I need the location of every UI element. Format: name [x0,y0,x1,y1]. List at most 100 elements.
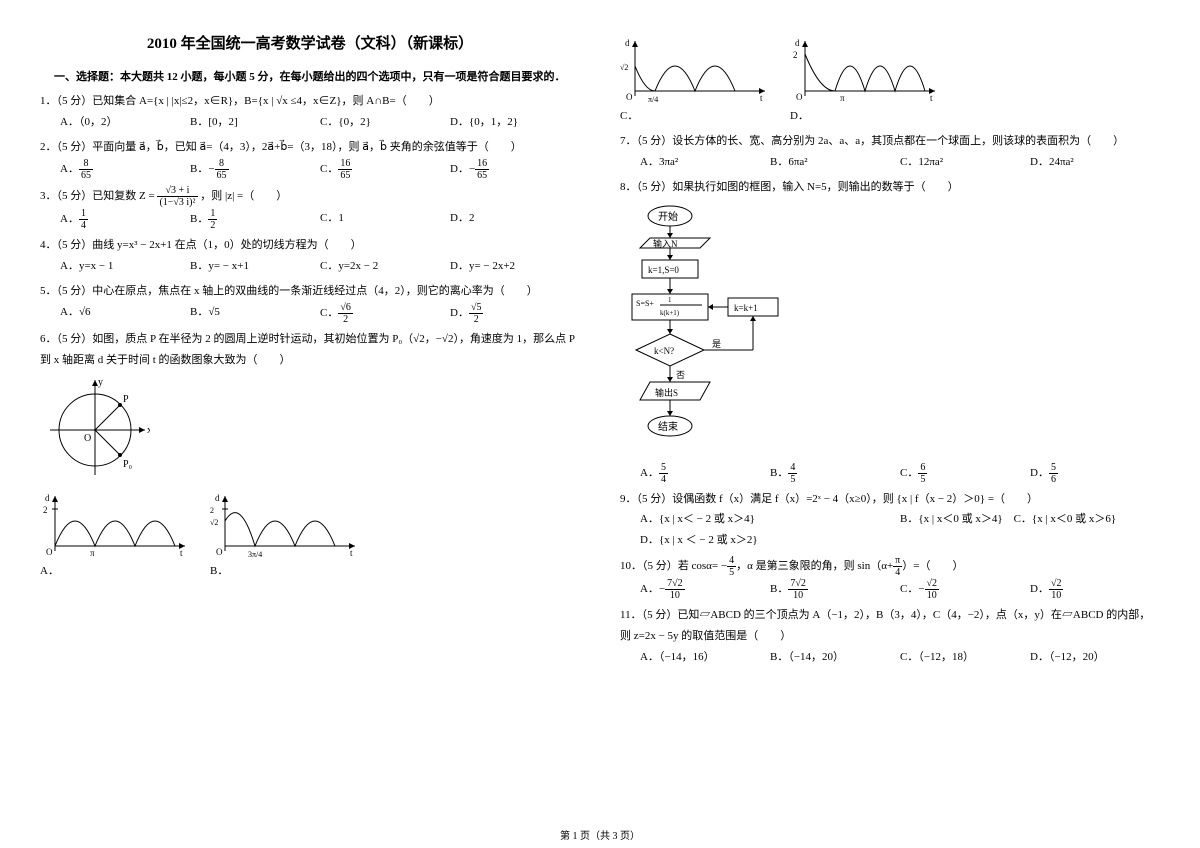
svg-text:√2: √2 [620,63,628,72]
q6-graphs-cd: √2 π/4 t d O C． 2 π t d [620,36,1160,127]
q8-opt-b: B．45 [770,462,900,485]
q4-opt-d: D．y= − 2x+2 [450,256,580,277]
svg-text:O: O [216,547,223,557]
q6-stem: 6．（5 分）如图，质点 P 在半径为 2 的圆周上逆时针运动，其初始位置为 P… [40,329,580,371]
question-9: 9．（5 分）设偶函数 f（x）满足 f（x）=2ˣ − 4（x≥0），则 {x… [620,489,1160,552]
q8-opt-a: A．54 [640,462,770,485]
page-footer: 第 1 页（共 3 页） [0,827,1200,842]
question-7: 7．（5 分）设长方体的长、宽、高分别为 2a、a、a，其顶点都在一个球面上，则… [620,131,1160,173]
q7-opt-a: A．3πa² [640,152,770,173]
svg-text:输出S: 输出S [655,387,678,398]
q6-label-b: B． [210,565,228,577]
svg-text:P: P [123,394,129,405]
question-11: 11．（5 分）已知▱ABCD 的三个顶点为 A（−1，2），B（3，4），C（… [620,605,1160,668]
svg-text:结束: 结束 [658,420,678,433]
svg-text:1: 1 [668,296,672,304]
q6-circle-figure: P P₀ x y O [40,375,150,485]
svg-text:d: d [625,38,630,48]
svg-text:O: O [796,92,803,102]
svg-text:输入N: 输入N [653,238,678,249]
q8-opt-c: C．65 [900,462,1030,485]
left-column: 2010 年全国统一高考数学试卷（文科）（新课标） 一、选择题：本大题共 12 … [40,30,580,672]
q2-stem: 2．（5 分）平面向量 a⃗，b⃗，已知 a⃗=（4，3），2a⃗+b⃗=（3，… [40,137,580,158]
q5-opt-c: C．√62 [320,302,450,325]
svg-text:π/4: π/4 [648,95,658,104]
q1-opt-d: D．{0，1，2} [450,112,580,133]
q2-opt-d: D．−1665 [450,158,580,181]
q6-graph-b-svg: 2 √2 3π/4 t d O [210,491,360,561]
q9-opt-bc: B．{x | x＜0 或 x＞4} C．{x | x＜0 或 x＞6} [900,509,1160,530]
q8-options: A．54 B．45 C．65 D．56 [620,462,1160,485]
q2-opt-c: C．1665 [320,158,450,181]
q7-opt-d: D．24πa² [1030,152,1160,173]
q4-opt-c: C．y=2x − 2 [320,256,450,277]
q6-label-d: D． [790,110,809,122]
q9-opt-a: A．{x | x＜ − 2 或 x＞4} [640,509,900,530]
q4-opt-b: B．y= − x+1 [190,256,320,277]
svg-text:t: t [930,93,933,103]
svg-text:O: O [46,547,53,557]
q5-opt-a: A．√6 [60,302,190,325]
q6-graph-d-svg: 2 π t d O [790,36,940,106]
q1-stem: 1．（5 分）已知集合 A={x | |x|≤2，x∈R}，B={x | √x … [40,91,580,112]
q3-opt-d: D．2 [450,208,580,231]
q1-opt-b: B．[0，2] [190,112,320,133]
page-container: 2010 年全国统一高考数学试卷（文科）（新课标） 一、选择题：本大题共 12 … [0,0,1200,682]
question-8: 8．（5 分）如果执行如图的框图，输入 N=5，则输出的数等于（ ） [620,177,1160,198]
question-3: 3．（5 分）已知复数 Z = √3 + i(1−√3 i)² ，则 |z| =… [40,185,580,231]
svg-text:否: 否 [676,370,685,380]
q9-stem: 9．（5 分）设偶函数 f（x）满足 f（x）=2ˣ − 4（x≥0），则 {x… [620,489,1160,510]
svg-text:x: x [147,425,150,436]
q10-opt-d: D．√210 [1030,578,1160,601]
q5-opt-b: B．√5 [190,302,320,325]
svg-text:π: π [90,548,95,558]
q6-label-c: C． [620,110,638,122]
q7-opt-c: C．12πa² [900,152,1030,173]
svg-text:P₀: P₀ [123,459,133,470]
right-column: √2 π/4 t d O C． 2 π t d [620,30,1160,672]
svg-text:√2: √2 [210,518,218,527]
q3-opt-b: B．12 [190,208,320,231]
svg-text:k=k+1: k=k+1 [734,303,758,313]
exam-title: 2010 年全国统一高考数学试卷（文科）（新课标） [40,30,580,59]
q11-opt-a: A．（−14，16） [640,647,770,668]
question-2: 2．（5 分）平面向量 a⃗，b⃗，已知 a⃗=（4，3），2a⃗+b⃗=（3，… [40,137,580,181]
q5-opt-d: D．√52 [450,302,580,325]
q6-graphs-ab: 2 π t d O A． 2 √2 3π/4 [40,491,580,582]
svg-text:t: t [350,548,353,558]
question-4: 4．（5 分）曲线 y=x³ − 2x+1 在点（1，0）处的切线方程为（ ） … [40,235,580,277]
section-1-heading: 一、选择题：本大题共 12 小题，每小题 5 分，在每小题给出的四个选项中，只有… [40,67,580,88]
q1-opt-c: C．{0，2} [320,112,450,133]
q6-graph-a-svg: 2 π t d O [40,491,190,561]
svg-text:k(k+1): k(k+1) [660,309,680,317]
q4-stem: 4．（5 分）曲线 y=x³ − 2x+1 在点（1，0）处的切线方程为（ ） [40,235,580,256]
svg-text:t: t [180,548,183,558]
q1-opt-a: A．（0，2） [60,112,190,133]
question-6: 6．（5 分）如图，质点 P 在半径为 2 的圆周上逆时针运动，其初始位置为 P… [40,329,580,371]
svg-text:O: O [84,433,91,444]
q3-opt-c: C．1 [320,208,450,231]
q10-stem: 10．（5 分）若 cosα= −45，α 是第三象限的角，则 sin（α+π4… [620,555,1160,578]
q9-opt-d: D．{x | x ＜ − 2 或 x＞2} [640,530,1160,551]
q3-opt-a: A．14 [60,208,190,231]
svg-text:d: d [795,38,800,48]
q10-opt-c: C．−√210 [900,578,1030,601]
svg-text:2: 2 [793,50,798,60]
q11-opt-b: B．（−14，20） [770,647,900,668]
svg-text:d: d [215,493,220,503]
svg-text:y: y [98,377,103,388]
svg-text:2: 2 [210,506,214,515]
svg-text:k=1,S=0: k=1,S=0 [648,265,679,275]
q8-stem: 8．（5 分）如果执行如图的框图，输入 N=5，则输出的数等于（ ） [620,177,1160,198]
svg-text:3π/4: 3π/4 [248,550,262,559]
svg-text:d: d [45,493,50,503]
q6-label-a: A． [40,565,59,577]
q7-opt-b: B．6πa² [770,152,900,173]
svg-text:S=S+: S=S+ [636,299,654,308]
svg-text:π: π [840,93,845,103]
svg-text:2: 2 [43,505,48,515]
q3-stem: 3．（5 分）已知复数 Z = √3 + i(1−√3 i)² ，则 |z| =… [40,185,580,208]
svg-text:是: 是 [712,339,721,349]
question-5: 5．（5 分）中心在原点，焦点在 x 轴上的双曲线的一条渐近线经过点（4，2），… [40,281,580,325]
svg-text:O: O [626,92,633,102]
